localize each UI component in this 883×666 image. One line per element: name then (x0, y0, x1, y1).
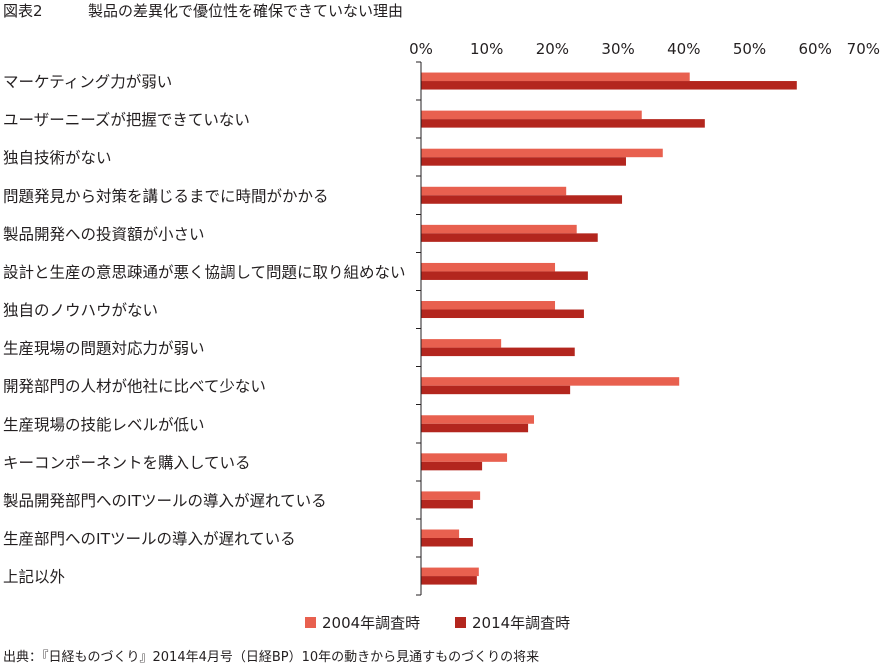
category-label-14: 上記以外 (3, 568, 65, 586)
category-label-12: 製品開発部門へのITツールの導入が遅れている (3, 492, 327, 510)
source-note: 出典：『日経ものづくり』2014年4月号（日経BP）10年の動きから見通すものづ… (3, 650, 539, 665)
category-label-13: 生産部門へのITツールの導入が遅れている (3, 530, 296, 548)
bars (421, 72, 797, 585)
bar-series2-category11 (421, 461, 483, 471)
bar-series2-category2 (421, 119, 705, 128)
category-label-11: キーコンポーネントを購入している (3, 454, 251, 472)
bar-series2-category4 (421, 195, 623, 204)
x-tick-label-4: 40% (667, 40, 700, 58)
bar-series1-category6 (421, 262, 556, 272)
bar-series2-category6 (421, 271, 588, 280)
bar-series2-category13 (421, 538, 473, 547)
chart-title: 製品の差異化で優位性を確保できていない理由 (88, 2, 403, 20)
bar-series1-category13 (421, 529, 460, 538)
bar-series2-category5 (421, 233, 598, 242)
category-axis (416, 61, 422, 596)
bar-series1-category10 (421, 415, 535, 424)
bar-series2-category9 (421, 385, 571, 395)
bar-series1-category11 (421, 453, 508, 462)
legend-swatch-2014 (455, 617, 466, 628)
bar-series2-category1 (421, 81, 797, 90)
category-label-1: マーケティング力が弱い (3, 73, 172, 91)
legend-label-2004: 2004年調査時 (322, 614, 420, 632)
x-tick-label-1: 10% (470, 40, 503, 58)
bar-series2-category3 (421, 157, 626, 166)
x-tick-label-3: 30% (601, 40, 634, 58)
bar-series1-category1 (421, 72, 690, 82)
category-label-10: 生産現場の技能レベルが低い (3, 416, 205, 434)
category-label-8: 生産現場の問題対応力が弱い (3, 340, 205, 358)
category-label-2: ユーザーニーズが把握できていない (3, 111, 250, 129)
bar-series1-category12 (421, 491, 481, 500)
bar-series2-category10 (421, 423, 529, 433)
bar-series1-category14 (421, 567, 479, 577)
category-label-7: 独自のノウハウがない (3, 302, 158, 320)
x-tick-label-0: 0% (409, 40, 433, 58)
x-tick-label-7: 70% (847, 40, 880, 58)
bar-series2-category8 (421, 347, 575, 357)
bar-series2-category14 (421, 576, 477, 585)
x-tick-label-5: 50% (733, 40, 766, 58)
legend-swatch-2004 (305, 617, 316, 628)
x-axis-tick-labels: 0% 10% 20% 30% 40% 50% 60% 70% (409, 40, 880, 58)
category-label-9: 開発部門の人材が他社に比べて少ない (3, 378, 266, 396)
category-label-4: 問題発見から対策を講じるまでに時間がかかる (3, 187, 329, 205)
legend: 2004年調査時 2014年調査時 (305, 614, 570, 632)
bar-series1-category4 (421, 186, 567, 196)
bar-series2-category7 (421, 309, 584, 319)
bar-series1-category8 (421, 339, 502, 348)
bar-series1-category5 (421, 224, 577, 234)
category-label-3: 独自技術がない (3, 149, 112, 167)
category-label-5: 製品開発への投資額が小さい (3, 225, 205, 243)
bar-series1-category2 (421, 110, 642, 120)
bar-series1-category9 (421, 377, 680, 386)
x-tick-label-6: 60% (799, 40, 832, 58)
figure-label: 図表2 (3, 2, 43, 20)
bar-series2-category12 (421, 499, 473, 509)
category-label-6: 設計と生産の意思疎通が悪く協調して問題に取り組めない (3, 262, 406, 281)
bar-series1-category3 (421, 148, 663, 158)
x-tick-label-2: 20% (536, 40, 569, 58)
legend-label-2014: 2014年調査時 (472, 614, 570, 632)
bar-series1-category7 (421, 301, 556, 310)
category-labels: マーケティング力が弱いユーザーニーズが把握できていない独自技術がない問題発見から… (3, 73, 406, 586)
